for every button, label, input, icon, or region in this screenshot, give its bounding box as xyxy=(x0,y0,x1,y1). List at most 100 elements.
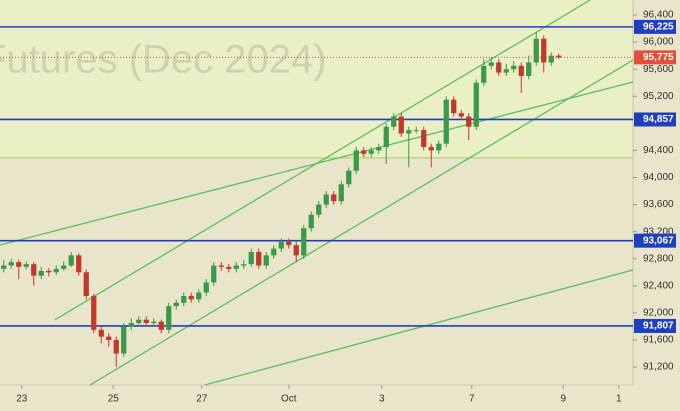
candle-body xyxy=(556,55,562,58)
y-tick-label: 92,800 xyxy=(643,253,674,264)
candle-body xyxy=(91,295,97,330)
candle-body xyxy=(383,126,389,148)
candle-body xyxy=(488,62,494,66)
level-label-box xyxy=(634,233,676,248)
candle-body xyxy=(518,65,524,76)
candle-body xyxy=(511,65,517,70)
last-price-label: 95,775 xyxy=(643,52,674,63)
candle-body xyxy=(413,130,419,132)
candle-body xyxy=(391,116,397,127)
candle-body xyxy=(181,295,187,303)
candle-body xyxy=(98,329,104,337)
candle-body xyxy=(293,245,299,256)
candle-body xyxy=(38,270,44,276)
candle-body xyxy=(541,38,547,63)
candle-body xyxy=(406,130,412,134)
candle-body xyxy=(548,55,554,63)
candle-body xyxy=(128,323,134,327)
candle-body xyxy=(428,147,434,151)
candle-body xyxy=(203,282,209,293)
candle-body xyxy=(533,38,539,63)
x-tick-label: 7 xyxy=(469,394,475,405)
price-axis xyxy=(633,0,680,411)
candle-body xyxy=(61,265,67,269)
candle-body xyxy=(481,65,487,83)
x-tick-label: 3 xyxy=(379,394,385,405)
y-tick-label: 91,200 xyxy=(643,362,674,373)
x-tick-label: 1 xyxy=(616,394,622,405)
y-tick-label: 93,200 xyxy=(643,226,674,237)
y-tick-label: 94,000 xyxy=(643,172,674,183)
candle-body xyxy=(248,251,254,265)
candle-body xyxy=(76,255,82,273)
candle-body xyxy=(46,270,52,273)
candle-body xyxy=(196,292,202,300)
candle-body xyxy=(68,255,74,266)
candle-body xyxy=(256,251,262,266)
candle-body xyxy=(353,150,359,171)
candle-body xyxy=(346,170,352,185)
y-tick-label: 92,400 xyxy=(643,280,674,291)
candle-body xyxy=(173,302,179,307)
candle-body xyxy=(436,143,442,151)
level-label: 93,067 xyxy=(643,235,674,246)
watermark: Futures (Dec 2024) xyxy=(0,38,327,82)
y-tick-label: 95,200 xyxy=(643,91,674,102)
candle-body xyxy=(526,62,532,76)
x-tick-label: 9 xyxy=(560,394,566,405)
candle-body xyxy=(338,184,344,202)
trend-line xyxy=(54,0,591,321)
candle-body xyxy=(421,130,427,148)
candle-body xyxy=(316,204,322,215)
level-label-box xyxy=(634,318,676,333)
candle-body xyxy=(16,262,22,267)
candle-body xyxy=(376,147,382,151)
y-tick-label: 92,000 xyxy=(643,308,674,319)
level-label: 91,807 xyxy=(643,321,674,332)
candle-body xyxy=(166,306,172,330)
candle-body xyxy=(188,295,194,300)
candle-body xyxy=(136,319,142,324)
candle-body xyxy=(53,268,59,273)
candle-body xyxy=(1,265,7,269)
candle-body xyxy=(226,266,232,269)
candle-body xyxy=(368,150,374,154)
y-tick-label: 96,400 xyxy=(643,10,674,21)
candle-body xyxy=(473,82,479,127)
candle-body xyxy=(496,62,502,73)
y-tick-label: 96,000 xyxy=(643,37,674,48)
candle-body xyxy=(31,264,37,276)
level-label-box xyxy=(634,112,676,127)
candle-body xyxy=(323,194,329,205)
candle-body xyxy=(451,99,457,114)
candle-body xyxy=(218,265,224,267)
candle-body xyxy=(151,321,157,324)
candle-body xyxy=(398,116,404,134)
candle-body xyxy=(443,99,449,144)
candle-body xyxy=(286,241,292,246)
x-tick-label: Oct xyxy=(281,394,297,405)
level-label-box xyxy=(634,19,676,34)
x-tick-label: 27 xyxy=(196,394,208,405)
candle-body xyxy=(503,69,509,73)
candle-body xyxy=(106,336,112,340)
lower-zone xyxy=(0,158,633,385)
y-tick-label: 94,400 xyxy=(643,145,674,156)
candle-body xyxy=(121,326,127,354)
candle-body xyxy=(113,339,119,354)
y-tick-label: 91,600 xyxy=(643,335,674,346)
candle-body xyxy=(233,265,239,269)
candle-body xyxy=(8,262,14,266)
candle-body xyxy=(331,194,337,202)
candle-body xyxy=(361,150,367,154)
candle-body xyxy=(23,264,29,267)
trend-line xyxy=(0,81,634,246)
last-price-label-box xyxy=(634,50,676,65)
x-tick-label: 23 xyxy=(16,394,28,405)
candle-body xyxy=(263,255,269,266)
level-label: 94,857 xyxy=(643,114,674,125)
x-tick-label: 25 xyxy=(108,394,120,405)
candle-body xyxy=(211,265,217,283)
candle-body xyxy=(466,116,472,127)
